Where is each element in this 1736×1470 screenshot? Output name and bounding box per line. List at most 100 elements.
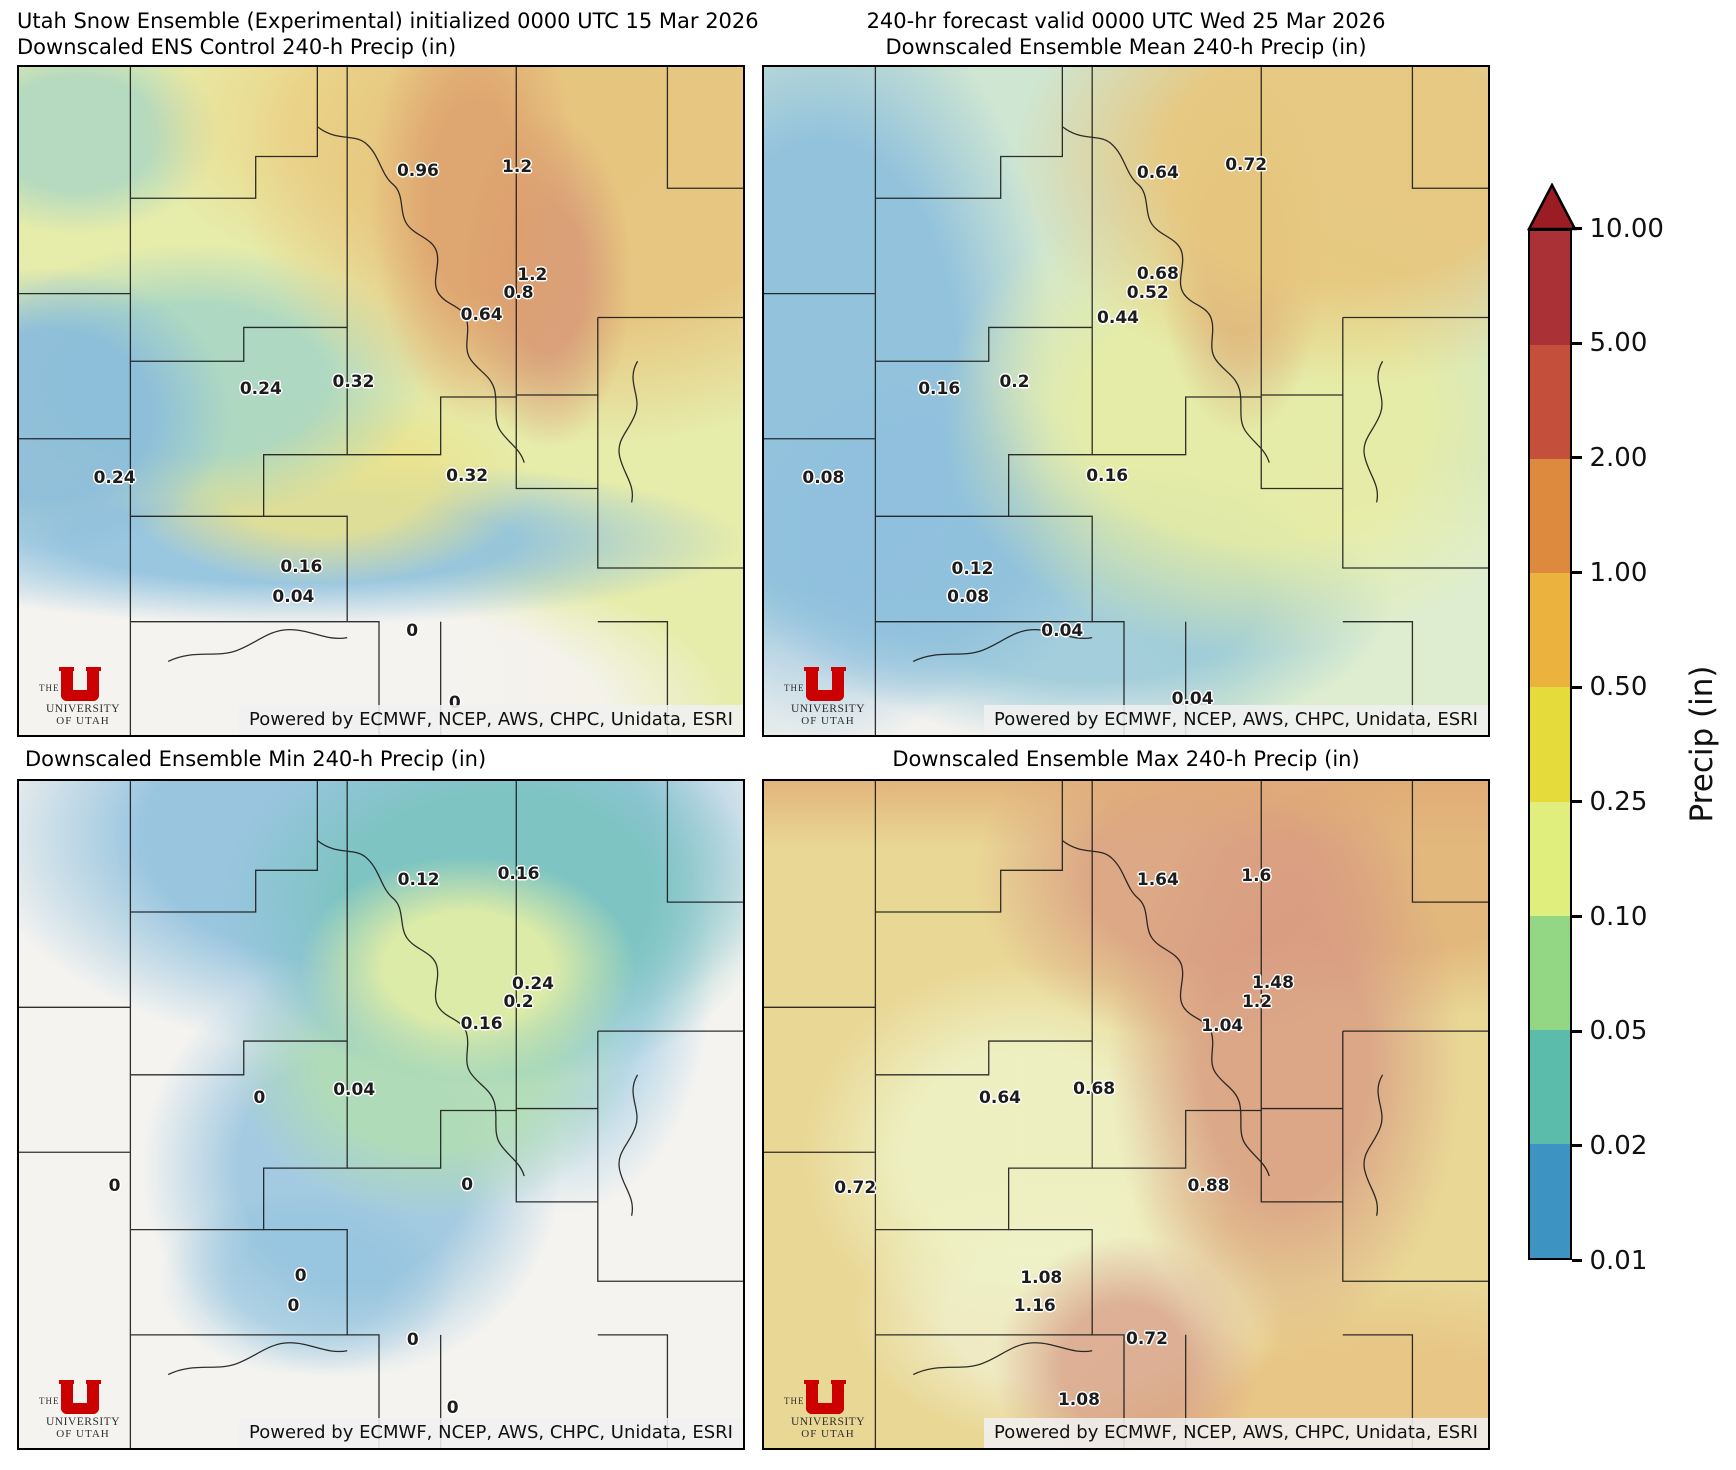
university-of-utah-logo: THE UNIVERSITY OF UTAH [37,667,129,727]
logo-the-text: THE [39,683,60,693]
contour-label: 0.68 [1136,264,1179,285]
data-credit: Powered by ECMWF, NCEP, AWS, CHPC, Unida… [239,705,743,735]
title-line: 240-hr forecast valid 0000 UTC Wed 25 Ma… [866,9,1386,33]
contour-label: 1.16 [1013,1295,1056,1316]
contour-label: 0.08 [802,467,845,488]
university-of-utah-logo: THE UNIVERSITY OF UTAH [782,667,874,727]
colorbar-segment [1530,231,1570,346]
block-u-icon [804,667,846,701]
map-panel-ensemble-max: 1.64 1.6 1.48 1.2 1.04 0.68 0.64 0.72 0.88 1.08 1.… [762,779,1490,1450]
contour-label: 0 [406,1329,419,1350]
block-u-icon [59,667,101,701]
contour-label: 1.2 [502,156,533,177]
title-line: Downscaled ENS Control 240-h Precip (in) [17,35,457,59]
contour-label: 0.16 [918,378,961,399]
logo-of-utah-text: OF UTAH [56,715,110,727]
university-of-utah-logo: THE UNIVERSITY OF UTAH [37,1380,129,1440]
contour-label: 1.48 [1251,973,1294,994]
colorbar-extend-arrow-icon [1526,183,1578,231]
colorbar-segments [1530,231,1570,1258]
colorbar-tickmark [1571,914,1582,918]
logo-of-utah-text: OF UTAH [801,715,855,727]
colorbar-tickmark [1571,570,1582,574]
colorbar-axis-label: Precip (in) [1684,665,1720,823]
contour-label: 0.24 [239,378,282,399]
contour-label: 1.2 [1241,992,1273,1013]
contour-labels-layer: 0.96 1.2 1.2 0.8 0.64 0.32 0.24 0.24 0.32 0.16 0.0… [19,67,743,735]
colorbar-tick-label: 0.05 [1589,1016,1648,1047]
contour-label: 0 [461,1174,474,1195]
colorbar-tickmark [1571,685,1582,689]
contour-label: 0.16 [280,557,323,578]
contour-labels-layer: 0.12 0.16 0.24 0.2 0.16 0.04 0 0 0 0 0 0 0 [19,781,743,1448]
colorbar-tick-label: 0.01 [1589,1245,1648,1276]
logo-university-text: UNIVERSITY [791,1416,865,1428]
colorbar: 10.00 5.00 2.00 1.00 0.50 0.25 0.10 0.05 0.02 0.0… [1526,183,1664,1276]
colorbar-tickmark [1571,1259,1582,1262]
contour-label: 0.04 [333,1080,376,1101]
logo-of-utah-text: OF UTAH [801,1428,855,1440]
title-ens-control: Utah Snow Ensemble (Experimental) initia… [17,8,759,60]
contour-label: 0.64 [979,1087,1021,1108]
contour-label: 0 [446,1397,459,1418]
logo-university-text: UNIVERSITY [46,1416,120,1428]
contour-label: 0.8 [503,283,534,304]
contour-label: 0.24 [512,973,555,994]
contour-label: 0 [253,1087,266,1108]
block-u-icon [804,1380,846,1414]
contour-label: 0.24 [93,467,136,488]
contour-label: 0.16 [497,864,540,885]
contour-label: 0.16 [1086,466,1129,487]
contour-labels-layer: 0.64 0.72 0.68 0.52 0.44 0.2 0.16 0.08 0.16 0.12 0… [764,67,1488,735]
colorbar-tick-label: 0.02 [1589,1130,1648,1161]
data-credit: Powered by ECMWF, NCEP, AWS, CHPC, Unida… [984,705,1488,735]
contour-label: 0.32 [332,372,375,393]
colorbar-segment [1530,1029,1570,1144]
data-credit: Powered by ECMWF, NCEP, AWS, CHPC, Unida… [239,1418,743,1448]
title-ensemble-min: Downscaled Ensemble Min 240-h Precip (in… [25,747,487,771]
title-line: Utah Snow Ensemble (Experimental) initia… [17,9,759,33]
colorbar-segment [1530,459,1570,574]
contour-label: 0.72 [1126,1328,1168,1349]
contour-label: 1.08 [1057,1389,1100,1410]
contour-label: 0.2 [999,372,1030,393]
colorbar-segment [1530,573,1570,688]
contour-label: 0 [294,1265,307,1286]
logo-university-text: UNIVERSITY [46,703,120,715]
contour-label: 0 [406,620,419,641]
contour-label: 0.64 [460,305,503,326]
contour-label: 1.04 [1201,1015,1244,1036]
colorbar-tickmark [1571,1144,1582,1148]
colorbar-segment [1530,915,1570,1030]
colorbar-tick-label: 1.00 [1589,557,1648,588]
contour-label: 0.04 [1171,688,1214,709]
colorbar-tickmark [1571,800,1582,804]
contour-label: 0.08 [947,586,990,607]
colorbar-segment [1530,687,1570,802]
colorbar-tickmark [1571,456,1582,460]
contour-label: 0.44 [1097,307,1140,328]
logo-the-text: THE [784,683,805,693]
contour-label: 0.32 [446,465,489,486]
university-of-utah-logo: THE UNIVERSITY OF UTAH [782,1380,874,1440]
colorbar-tick-label: 5.00 [1589,328,1648,359]
contour-label: 0.64 [1136,162,1179,183]
colorbar-tick-label: 10.00 [1589,213,1664,244]
data-credit: Powered by ECMWF, NCEP, AWS, CHPC, Unida… [984,1418,1488,1448]
contour-label: 0.96 [396,161,439,182]
contour-label: 0.12 [397,869,440,890]
contour-label: 1.2 [517,264,548,285]
contour-labels-layer: 1.64 1.6 1.48 1.2 1.04 0.68 0.64 0.72 0.88 1.08 1.… [764,781,1488,1448]
logo-the-text: THE [39,1396,60,1406]
contour-label: 0.68 [1073,1079,1116,1100]
contour-label: 0.2 [503,992,534,1013]
contour-label: 0.12 [951,558,994,579]
contour-label: 1.64 [1136,869,1179,890]
contour-label: 0.16 [460,1014,503,1035]
title-ensemble-mean: 240-hr forecast valid 0000 UTC Wed 25 Ma… [762,8,1490,60]
colorbar-tick-label: 0.25 [1589,786,1648,817]
contour-label: 0.52 [1126,283,1169,304]
contour-label: 0 [108,1175,121,1196]
block-u-icon [59,1380,101,1414]
